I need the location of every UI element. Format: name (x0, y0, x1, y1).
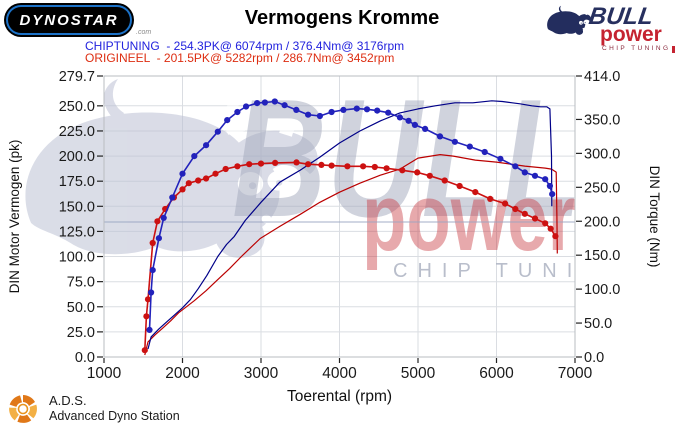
ads-text-block: A.D.S. Advanced Dyno Station (49, 393, 180, 424)
svg-text:25.0: 25.0 (67, 325, 95, 341)
right-axis-title: DIN Torque (Nm) (647, 166, 662, 268)
svg-text:414.0: 414.0 (584, 69, 620, 85)
series-origineel-torque-nm (141, 159, 559, 354)
svg-text:100.0: 100.0 (59, 250, 95, 266)
dynostar-logo-ring: DYNOSTAR (6, 5, 132, 35)
svg-text:200.0: 200.0 (59, 149, 95, 165)
ads-name: Advanced Dyno Station (49, 409, 180, 424)
svg-text:150.0: 150.0 (59, 199, 95, 215)
svg-text:CHIP TUNING: CHIP TUNING (393, 260, 632, 282)
axes: 0.0 25.0 50.0 75.0 100.0 125.0 150.0 175.0 200.0… (7, 69, 662, 405)
svg-text:225.0: 225.0 (59, 124, 95, 140)
svg-text:7000: 7000 (558, 365, 593, 382)
svg-text:300.0: 300.0 (584, 146, 620, 162)
svg-text:100.0: 100.0 (584, 282, 620, 298)
svg-text:power: power (362, 164, 576, 271)
svg-text:200.0: 200.0 (584, 214, 620, 230)
svg-text:5000: 5000 (401, 365, 436, 382)
svg-text:1000: 1000 (87, 365, 122, 382)
bullpower-logo-power: power (600, 23, 662, 46)
svg-text:4000: 4000 (322, 365, 357, 382)
series-chiptuning-torque-nm (146, 98, 556, 333)
series-chiptuning-power-pk (147, 100, 553, 350)
ads-abbr: A.D.S. (49, 393, 87, 409)
ads-swirl-icon (9, 395, 37, 423)
svg-text:279.7: 279.7 (59, 69, 95, 85)
svg-text:6000: 6000 (479, 365, 514, 382)
svg-text:2000: 2000 (165, 365, 200, 382)
svg-text:250.0: 250.0 (584, 180, 620, 196)
svg-text:175.0: 175.0 (59, 174, 95, 190)
svg-text:150.0: 150.0 (584, 248, 620, 264)
left-axis-title: DIN Motor Vermogen (pk) (7, 140, 22, 294)
svg-text:350.0: 350.0 (584, 112, 620, 128)
page-title: Vermogens Kromme (244, 7, 440, 29)
bull-icon (547, 5, 591, 35)
svg-text:50.0: 50.0 (67, 300, 95, 316)
svg-text:50.0: 50.0 (584, 316, 612, 332)
svg-text:250.0: 250.0 (59, 99, 95, 115)
bullpower-logo-tagline: CHIP TUNING (602, 45, 676, 53)
chiptuning-result-line: CHIPTUNING - 254.3PK@ 6074rpm / 376.4Nm@… (85, 39, 405, 53)
ads-footer: A.D.S. Advanced Dyno Station (6, 393, 180, 425)
origineel-result-line: ORIGINEEL - 201.5PK@ 5282rpm / 286.7Nm@ … (85, 51, 395, 65)
svg-text:3000: 3000 (244, 365, 279, 382)
svg-text:75.0: 75.0 (67, 275, 95, 291)
x-axis-title: Toerental (rpm) (287, 388, 392, 405)
dynostar-logo: DYNOSTAR (4, 3, 134, 37)
dynostar-domain-suffix: .com (136, 29, 152, 36)
svg-text:125.0: 125.0 (59, 224, 95, 240)
svg-text:0.0: 0.0 (75, 350, 95, 366)
dynostar-logo-text: DYNOSTAR (8, 7, 130, 33)
series-origineel-power-pk (144, 154, 558, 356)
svg-text:0.0: 0.0 (584, 350, 604, 366)
